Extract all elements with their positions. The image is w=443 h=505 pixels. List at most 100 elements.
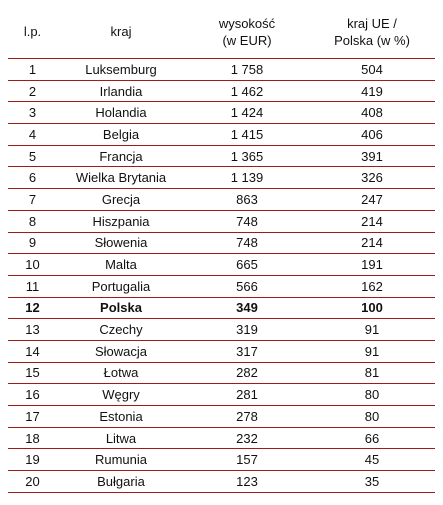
cell-lp: 13	[8, 318, 57, 341]
cell-lp: 16	[8, 383, 57, 406]
cell-country: Słowacja	[57, 340, 185, 363]
cell-amount: 349	[185, 297, 309, 320]
cell-lp: 17	[8, 405, 57, 428]
cell-lp: 7	[8, 188, 57, 211]
cell-country: Wielka Brytania	[57, 166, 185, 190]
cell-lp: 2	[8, 80, 57, 103]
cell-ratio: 100	[309, 297, 435, 320]
page: l.p. kraj wysokość (w EUR) kraj UE / Pol…	[0, 5, 443, 505]
header-lp: l.p.	[8, 5, 57, 59]
table-row: 16 Węgry 281 80	[8, 383, 435, 406]
table-body: 1 Luksemburg 1 758 504 2 Irlandia 1 462 419 3 Hol…	[8, 58, 435, 493]
cell-lp: 12	[8, 297, 57, 320]
header-amount-line1: wysokość	[218, 15, 276, 31]
table-row: 12 Polska 349 100	[8, 297, 435, 320]
cell-ratio: 91	[309, 340, 435, 363]
table-row: 10 Malta 665 191	[8, 253, 435, 276]
cell-country: Malta	[57, 253, 185, 276]
cell-amount: 1 758	[185, 58, 309, 81]
table-row: 15 Łotwa 282 81	[8, 362, 435, 385]
cell-lp: 19	[8, 448, 57, 472]
table-row: 9 Słowenia 748 214	[8, 232, 435, 255]
cell-amount: 317	[185, 340, 309, 363]
table-row: 7 Grecja 863 247	[8, 188, 435, 211]
header-ratio: kraj UE / Polska (w %)	[309, 5, 435, 59]
cell-country: Czechy	[57, 318, 185, 341]
table-row: 19 Rumunia 157 45	[8, 448, 435, 472]
cell-amount: 281	[185, 383, 309, 406]
cell-ratio: 81	[309, 362, 435, 385]
cell-amount: 232	[185, 427, 309, 450]
table-row: 3 Holandia 1 424 408	[8, 101, 435, 125]
header-amount: wysokość (w EUR)	[185, 5, 309, 59]
cell-country: Hiszpania	[57, 210, 185, 233]
cell-ratio: 35	[309, 470, 435, 493]
header-country: kraj	[57, 5, 185, 59]
cell-country: Irlandia	[57, 80, 185, 103]
cell-country: Bułgaria	[57, 470, 185, 493]
cell-ratio: 45	[309, 448, 435, 472]
cell-lp: 5	[8, 145, 57, 168]
cell-country: Grecja	[57, 188, 185, 211]
cell-country: Belgia	[57, 123, 185, 146]
cell-lp: 10	[8, 253, 57, 276]
cell-amount: 1 462	[185, 80, 309, 103]
cell-amount: 319	[185, 318, 309, 341]
cell-ratio: 326	[309, 166, 435, 190]
cell-country: Portugalia	[57, 275, 185, 298]
cell-ratio: 408	[309, 101, 435, 125]
cell-amount: 1 139	[185, 166, 309, 190]
cell-country: Polska	[57, 297, 185, 320]
cell-country: Litwa	[57, 427, 185, 450]
cell-amount: 748	[185, 232, 309, 255]
cell-amount: 748	[185, 210, 309, 233]
cell-country: Holandia	[57, 101, 185, 125]
cell-lp: 3	[8, 101, 57, 125]
cell-country: Słowenia	[57, 232, 185, 255]
table-row: 13 Czechy 319 91	[8, 318, 435, 341]
table-row: 20 Bułgaria 123 35	[8, 470, 435, 493]
header-ratio-line1: kraj UE /	[347, 15, 397, 31]
cell-amount: 1 365	[185, 145, 309, 168]
cell-lp: 8	[8, 210, 57, 233]
cell-country: Luksemburg	[57, 58, 185, 81]
cell-amount: 282	[185, 362, 309, 385]
cell-ratio: 80	[309, 383, 435, 406]
cell-lp: 9	[8, 232, 57, 255]
cell-lp: 18	[8, 427, 57, 450]
cell-lp: 14	[8, 340, 57, 363]
cell-amount: 863	[185, 188, 309, 211]
cell-amount: 566	[185, 275, 309, 298]
header-ratio-line2: Polska (w %)	[334, 32, 410, 48]
cell-ratio: 191	[309, 253, 435, 276]
cell-amount: 1 415	[185, 123, 309, 146]
cell-amount: 157	[185, 448, 309, 472]
cell-country: Estonia	[57, 405, 185, 428]
cell-country: Łotwa	[57, 362, 185, 385]
table-row: 8 Hiszpania 748 214	[8, 210, 435, 233]
cell-lp: 6	[8, 166, 57, 190]
table-header: l.p. kraj wysokość (w EUR) kraj UE / Pol…	[8, 5, 435, 59]
cell-country: Francja	[57, 145, 185, 168]
table-row: 14 Słowacja 317 91	[8, 340, 435, 363]
table-row: 1 Luksemburg 1 758 504	[8, 58, 435, 81]
table-row: 6 Wielka Brytania 1 139 326	[8, 166, 435, 190]
cell-amount: 665	[185, 253, 309, 276]
cell-ratio: 91	[309, 318, 435, 341]
cell-country: Rumunia	[57, 448, 185, 472]
cell-amount: 278	[185, 405, 309, 428]
table-row: 11 Portugalia 566 162	[8, 275, 435, 298]
cell-ratio: 391	[309, 145, 435, 168]
table-row: 5 Francja 1 365 391	[8, 145, 435, 168]
table-row: 4 Belgia 1 415 406	[8, 123, 435, 146]
cell-lp: 1	[8, 58, 57, 81]
cell-lp: 20	[8, 470, 57, 493]
cell-amount: 123	[185, 470, 309, 493]
header-row: l.p. kraj wysokość (w EUR) kraj UE / Pol…	[8, 5, 435, 59]
header-amount-line2: (w EUR)	[222, 32, 272, 48]
cell-ratio: 504	[309, 58, 435, 81]
cell-amount: 1 424	[185, 101, 309, 125]
ranking-table: l.p. kraj wysokość (w EUR) kraj UE / Pol…	[8, 5, 435, 493]
cell-lp: 11	[8, 275, 57, 298]
cell-ratio: 214	[309, 232, 435, 255]
